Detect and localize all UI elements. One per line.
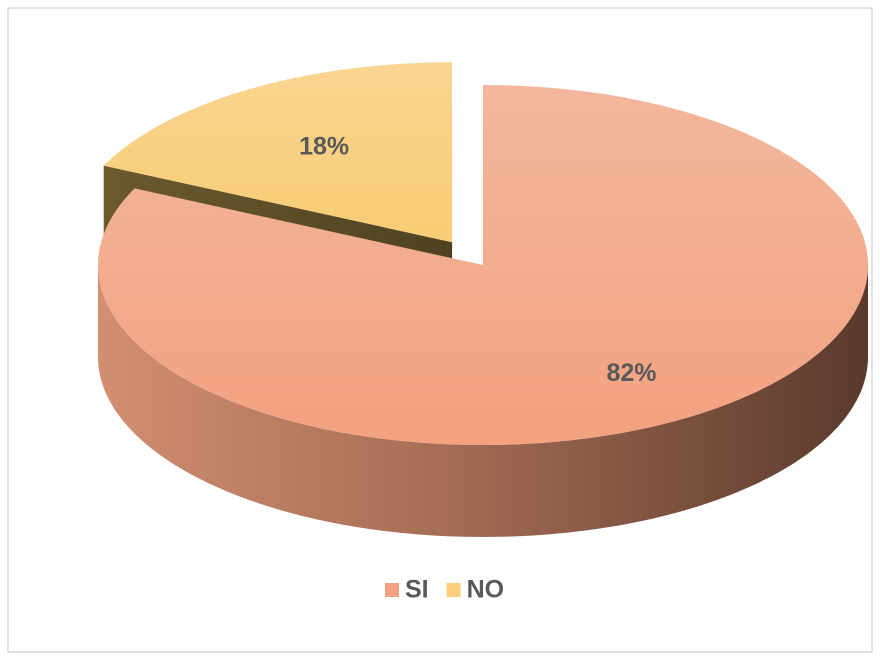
legend-swatch bbox=[385, 583, 399, 597]
data-label: 18% bbox=[299, 133, 349, 161]
legend-swatch bbox=[446, 583, 461, 597]
slice bbox=[98, 85, 868, 445]
legend-label: SI bbox=[405, 576, 429, 604]
data-label: 82% bbox=[607, 359, 657, 387]
slice-side bbox=[98, 265, 868, 537]
legend-label: NO bbox=[467, 576, 505, 604]
slice bbox=[103, 62, 453, 243]
